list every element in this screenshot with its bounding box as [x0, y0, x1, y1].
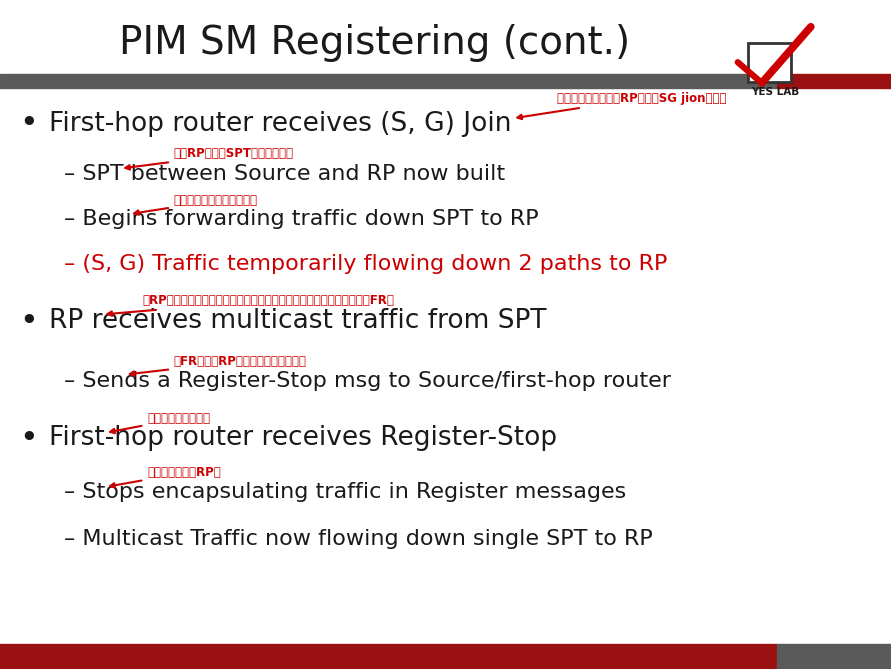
- Text: First-hop router receives (S, G) Join: First-hop router receives (S, G) Join: [49, 111, 511, 136]
- Text: 可以开始转发组播数流了。: 可以开始转发组播数流了。: [135, 194, 257, 215]
- Text: 只发组播报文到RP。: 只发组播报文到RP。: [110, 466, 221, 488]
- Text: YES LAB: YES LAB: [751, 88, 799, 97]
- Text: 当第一跳路由器受到RP发来的SG jion消息。: 当第一跳路由器受到RP发来的SG jion消息。: [518, 92, 726, 119]
- Bar: [777, 644, 891, 669]
- Text: 停止发送注册报文。: 停止发送注册报文。: [110, 412, 210, 434]
- Text: PIM SM Registering (cont.): PIM SM Registering (cont.): [119, 25, 630, 62]
- Text: – SPT between Source and RP now built: – SPT between Source and RP now built: [64, 164, 505, 184]
- Bar: [748, 43, 791, 82]
- Text: 当RP收到了第一跳路由器发送的组播数据包以后会发送注册停止报文给FR。: 当RP收到了第一跳路由器发送的组播数据包以后会发送注册停止报文给FR。: [108, 294, 395, 316]
- Text: 源和RP之间的SPT树就形成了。: 源和RP之间的SPT树就形成了。: [126, 147, 294, 169]
- Text: 当FR受到了RP发来的注册停止报文。: 当FR受到了RP发来的注册停止报文。: [130, 355, 307, 376]
- Bar: [777, 74, 891, 88]
- Bar: [0, 74, 777, 88]
- Text: RP receives multicast traffic from SPT: RP receives multicast traffic from SPT: [49, 308, 546, 334]
- Text: •: •: [20, 306, 38, 337]
- Text: •: •: [20, 423, 38, 454]
- Bar: [0, 644, 777, 669]
- Text: – Begins forwarding traffic down SPT to RP: – Begins forwarding traffic down SPT to …: [64, 209, 539, 229]
- Text: – Multicast Traffic now flowing down single SPT to RP: – Multicast Traffic now flowing down sin…: [64, 529, 653, 549]
- Text: First-hop router receives Register-Stop: First-hop router receives Register-Stop: [49, 425, 557, 451]
- Text: – (S, G) Traffic temporarily flowing down 2 paths to RP: – (S, G) Traffic temporarily flowing dow…: [64, 254, 667, 274]
- Text: – Sends a Register-Stop msg to Source/first-hop router: – Sends a Register-Stop msg to Source/fi…: [64, 371, 671, 391]
- Text: – Stops encapsulating traffic in Register messages: – Stops encapsulating traffic in Registe…: [64, 482, 626, 502]
- Text: •: •: [20, 108, 38, 139]
